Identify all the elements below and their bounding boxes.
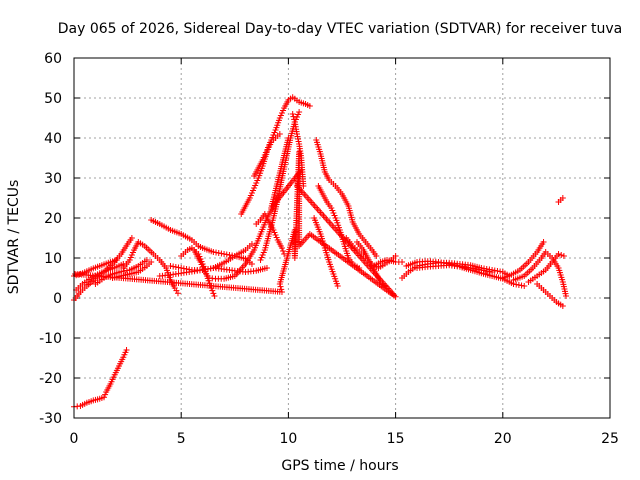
y-tick-label: 50 <box>44 91 62 107</box>
series-arc-flat-3 <box>414 262 528 289</box>
y-tick-label: -20 <box>39 371 62 387</box>
y-tick-label: 20 <box>44 211 62 227</box>
data-point-marker <box>296 109 303 115</box>
data-point-marker <box>278 289 285 295</box>
data-point-marker <box>210 290 217 297</box>
data-point-marker <box>128 235 135 241</box>
y-tick-label: 60 <box>44 51 62 67</box>
data-point-marker <box>290 113 297 120</box>
data-point-marker <box>101 394 108 401</box>
data-point-marker <box>563 293 570 299</box>
series-arc-fall-1 <box>313 137 380 259</box>
data-point-marker <box>291 116 298 123</box>
series-arc-late-4 <box>534 281 566 309</box>
data-point-marker <box>559 195 566 201</box>
data-point-marker <box>248 261 255 267</box>
series-arc-early-2 <box>73 261 127 293</box>
grid-lines <box>74 58 610 418</box>
data-point-marker <box>560 253 567 259</box>
data-point-marker <box>263 265 270 271</box>
data-point-marker <box>559 303 566 309</box>
data-point-marker <box>143 257 150 263</box>
data-point-marker <box>285 135 292 141</box>
series-arc-late-1 <box>499 239 547 281</box>
data-point-marker <box>306 103 313 109</box>
data-point-marker <box>373 253 380 259</box>
x-tick-label: 10 <box>279 431 297 447</box>
y-tick-label: 10 <box>44 251 62 267</box>
y-tick-label: -30 <box>39 411 62 427</box>
data-point-marker <box>121 268 128 275</box>
data-point-marker <box>280 248 287 254</box>
x-tick-label: 5 <box>177 431 186 447</box>
series-arc-rise-2 <box>251 94 313 179</box>
data-point-marker <box>211 293 218 299</box>
data-point-marker <box>289 111 296 117</box>
y-tick-label: 30 <box>44 171 62 187</box>
axis-ticks: 0 5 10 15 20 25 -30 -20 -10 0 10 20 30 40 50 60 <box>39 51 619 447</box>
data-point-marker <box>148 259 155 265</box>
data-point-marker <box>521 283 528 289</box>
y-tick-label: -10 <box>39 331 62 347</box>
data-point-marker <box>209 287 216 294</box>
series-scatter-outliers <box>72 135 399 300</box>
data-point-marker <box>123 347 130 353</box>
data-point-marker <box>113 257 120 263</box>
data-point-marker <box>392 253 399 259</box>
chart-title: Day 065 of 2026, Sidereal Day-to-day VTE… <box>58 21 622 37</box>
data-point-marker <box>248 241 255 247</box>
data-points <box>71 94 570 410</box>
x-tick-label: 15 <box>387 431 405 447</box>
y-tick-label: 0 <box>53 291 62 307</box>
series-arc-negative <box>71 347 130 410</box>
x-tick-label: 20 <box>494 431 512 447</box>
data-point-marker <box>278 286 285 293</box>
data-point-marker <box>558 252 565 258</box>
data-point-marker <box>174 290 181 297</box>
y-tick-label: 40 <box>44 131 62 147</box>
data-point-marker <box>276 131 283 137</box>
plot-frame <box>73 57 611 419</box>
data-point-marker <box>540 239 547 245</box>
x-tick-label: 25 <box>601 431 619 447</box>
series-arc-early-3 <box>71 257 120 279</box>
series-arc-rise-4 <box>253 211 288 257</box>
data-point-marker <box>555 251 562 257</box>
data-point-marker <box>334 283 341 289</box>
data-point-marker <box>278 245 285 251</box>
x-axis-label: GPS time / hours <box>281 458 398 474</box>
series-arc-late-3 <box>525 251 567 285</box>
y-axis-label: SDTVAR / TECUs <box>6 180 22 295</box>
series-arc-late-5 <box>555 195 566 205</box>
data-point-marker <box>102 391 109 398</box>
x-tick-label: 0 <box>70 431 79 447</box>
data-point-marker <box>399 259 406 265</box>
series-arc-fall-6 <box>371 257 406 269</box>
data-point-marker <box>123 267 130 274</box>
